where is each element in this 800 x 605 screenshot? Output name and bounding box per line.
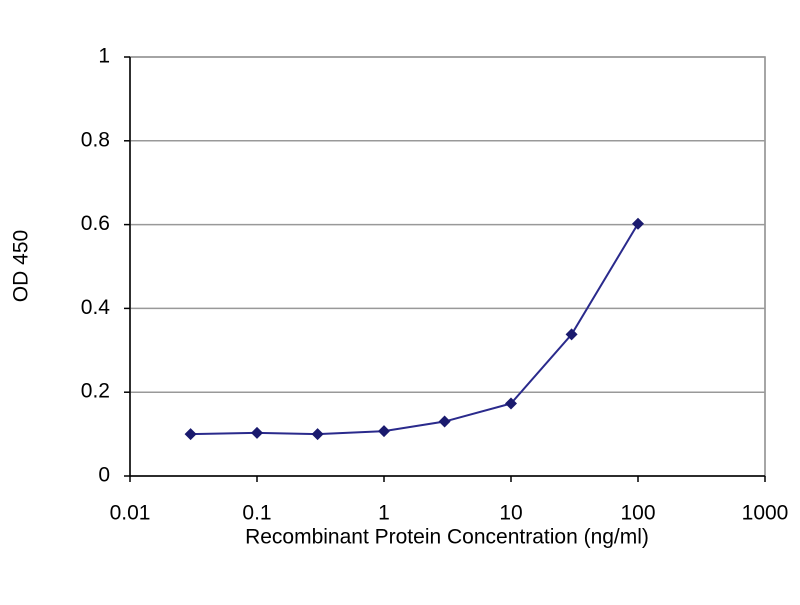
series-line bbox=[190, 223, 639, 436]
x-tick-label: 10 bbox=[499, 502, 522, 525]
plot-area bbox=[129, 56, 766, 477]
y-tick-label: 0 bbox=[98, 464, 110, 487]
x-tick-label: 1000 bbox=[742, 502, 789, 525]
x-tick-label: 100 bbox=[620, 502, 655, 525]
data-point bbox=[632, 217, 644, 230]
data-point bbox=[378, 425, 390, 438]
x-axis-label: Recombinant Protein Concentration (ng/ml… bbox=[245, 526, 649, 549]
x-tick-label: 0.01 bbox=[110, 502, 151, 525]
y-tick-label: 0.2 bbox=[81, 380, 110, 403]
data-point bbox=[311, 428, 324, 441]
y-tick-label: 0.6 bbox=[81, 212, 110, 235]
y-tick-label: 0.8 bbox=[81, 128, 110, 151]
x-tick-label: 0.1 bbox=[242, 502, 271, 525]
data-point bbox=[438, 415, 451, 428]
x-tick-label: 1 bbox=[378, 502, 390, 525]
data-point bbox=[565, 328, 578, 341]
y-tick-label: 0.4 bbox=[81, 296, 111, 319]
y-axis-label: OD 450 bbox=[10, 230, 33, 302]
data-point bbox=[184, 428, 197, 441]
y-tick-label: 1 bbox=[98, 45, 110, 68]
data-point bbox=[251, 426, 263, 439]
data-point bbox=[505, 397, 517, 410]
